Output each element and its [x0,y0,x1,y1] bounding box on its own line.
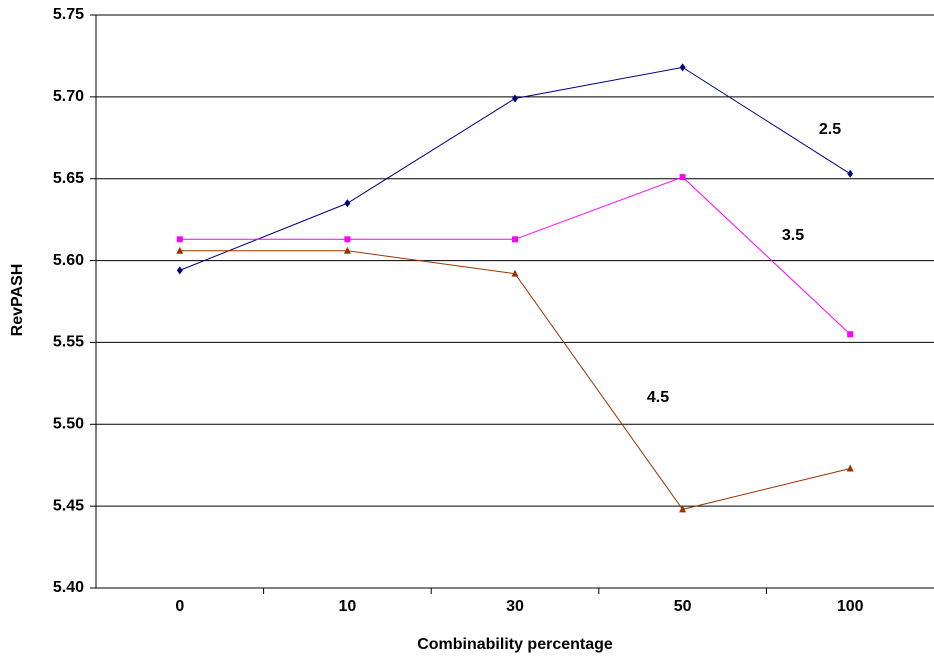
y-tick-label: 5.50 [53,416,84,433]
y-tick-label: 5.60 [53,252,84,269]
y-axis-title: RevPASH [9,264,26,337]
series-line [179,176,851,335]
y-tick-label: 5.70 [53,88,84,105]
x-tick-label: 10 [339,598,357,615]
marker [343,246,351,254]
marker [511,269,519,277]
y-tick-label: 5.75 [53,6,84,23]
marker [846,464,854,472]
x-tick-label: 50 [674,598,692,615]
marker [847,331,854,338]
series-label: 2.5 [819,121,841,138]
x-tick-label: 100 [837,598,864,615]
y-tick-label: 5.40 [53,579,84,596]
y-tick-label: 5.45 [53,497,84,514]
x-tick-label: 30 [506,598,524,615]
marker [176,246,184,254]
series-label: 4.5 [647,389,669,406]
marker [344,199,351,208]
y-tick-label: 5.55 [53,334,84,351]
marker [176,236,183,243]
marker [512,94,518,103]
marker [344,236,351,243]
x-axis-title: Combinability percentage [417,636,613,653]
series-label: 3.5 [782,227,804,244]
marker [679,63,686,72]
series-line [179,250,851,510]
marker [847,169,854,178]
marker [679,505,687,513]
marker [512,236,518,243]
y-tick-label: 5.65 [53,170,84,187]
x-tick-label: 0 [175,598,184,615]
marker [679,174,686,181]
marker [176,266,183,275]
